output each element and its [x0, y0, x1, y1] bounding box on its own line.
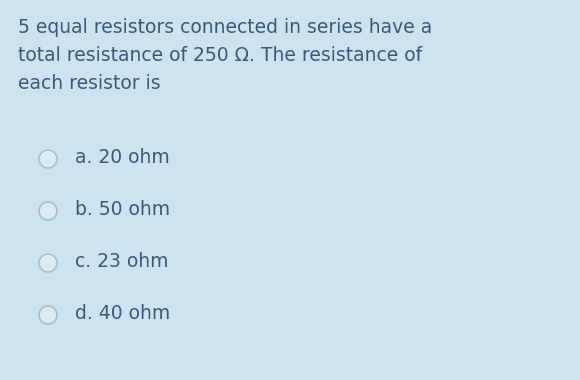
- Text: a. 20 ohm: a. 20 ohm: [75, 148, 170, 167]
- Circle shape: [39, 150, 57, 168]
- Circle shape: [39, 202, 57, 220]
- Circle shape: [39, 306, 57, 324]
- Text: d. 40 ohm: d. 40 ohm: [75, 304, 171, 323]
- Text: b. 50 ohm: b. 50 ohm: [75, 200, 170, 219]
- Text: c. 23 ohm: c. 23 ohm: [75, 252, 169, 271]
- Text: total resistance of 250 Ω. The resistance of: total resistance of 250 Ω. The resistanc…: [18, 46, 422, 65]
- Text: 5 equal resistors connected in series have a: 5 equal resistors connected in series ha…: [18, 18, 432, 37]
- Text: each resistor is: each resistor is: [18, 74, 161, 93]
- Circle shape: [39, 254, 57, 272]
